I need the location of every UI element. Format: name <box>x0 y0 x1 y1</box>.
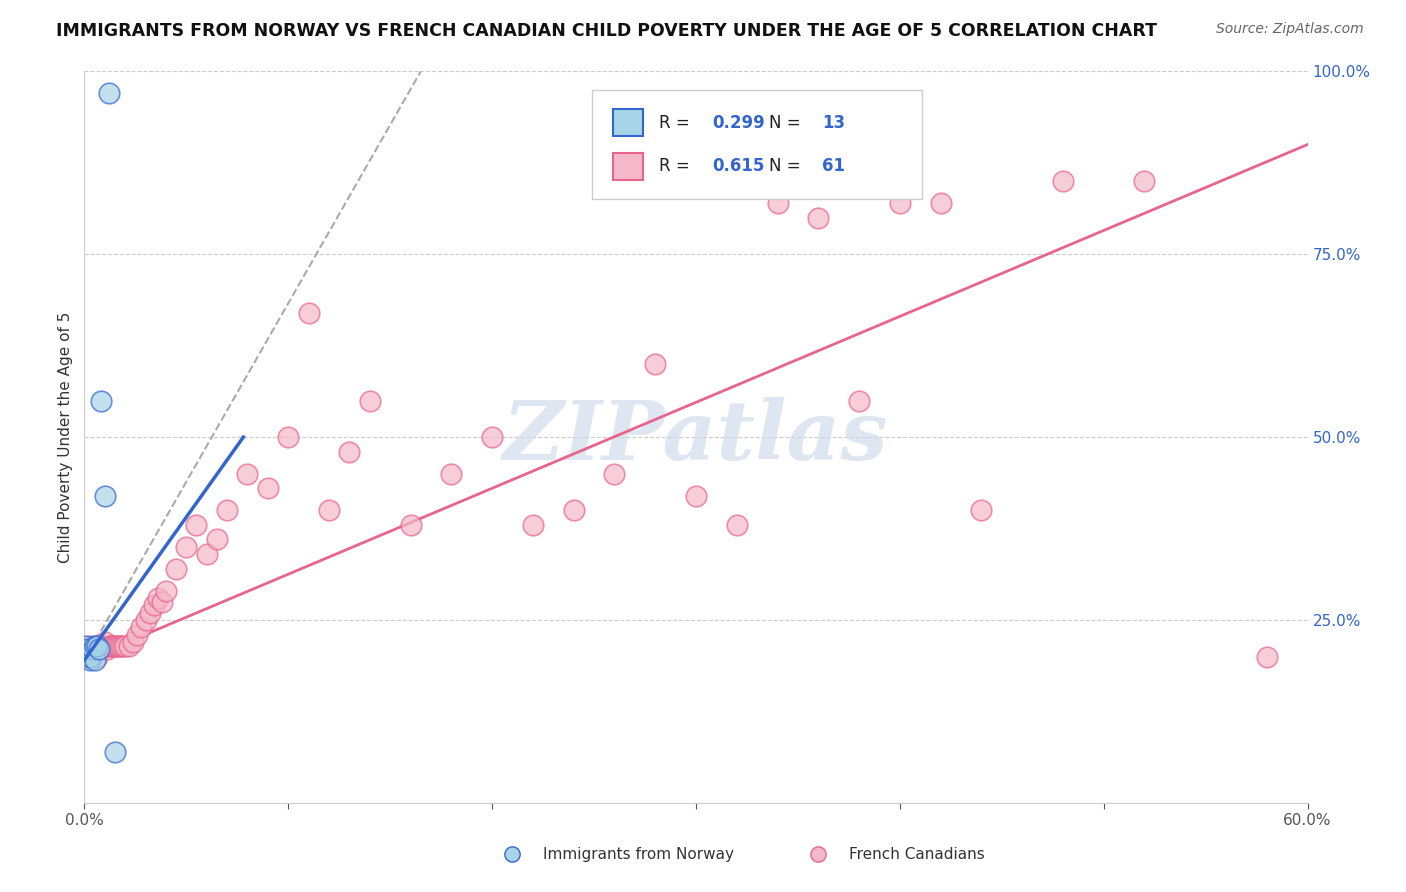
Point <box>146 591 169 605</box>
Point <box>155 583 177 598</box>
Point <box>87 642 110 657</box>
Point <box>399 517 422 532</box>
Point <box>174 540 197 554</box>
Point <box>766 196 789 211</box>
Text: Source: ZipAtlas.com: Source: ZipAtlas.com <box>1216 22 1364 37</box>
Point <box>929 196 952 211</box>
Point <box>100 639 122 653</box>
Point <box>112 639 135 653</box>
Point <box>685 489 707 503</box>
Text: French Canadians: French Canadians <box>849 847 984 862</box>
Point <box>889 196 911 211</box>
Point <box>195 547 218 561</box>
Point <box>165 562 187 576</box>
Point <box>83 639 105 653</box>
Point <box>118 639 141 653</box>
Point <box>105 639 128 653</box>
Point <box>807 211 830 225</box>
Point <box>603 467 626 481</box>
Point <box>75 639 97 653</box>
Point <box>339 444 361 458</box>
Point <box>83 653 105 667</box>
Point <box>138 606 160 620</box>
FancyBboxPatch shape <box>592 90 922 200</box>
Point <box>150 594 173 608</box>
Point <box>127 627 149 641</box>
Point <box>79 649 101 664</box>
Point <box>90 639 112 653</box>
Point <box>93 489 115 503</box>
Point <box>135 613 157 627</box>
Point <box>77 649 100 664</box>
Point <box>77 642 100 657</box>
Point <box>970 503 993 517</box>
Point <box>91 639 114 653</box>
Point <box>90 393 112 408</box>
Y-axis label: Child Poverty Under the Age of 5: Child Poverty Under the Age of 5 <box>58 311 73 563</box>
Point <box>848 393 870 408</box>
Point <box>522 517 544 532</box>
Point <box>86 639 108 653</box>
Point <box>186 517 208 532</box>
Text: IMMIGRANTS FROM NORWAY VS FRENCH CANADIAN CHILD POVERTY UNDER THE AGE OF 5 CORRE: IMMIGRANTS FROM NORWAY VS FRENCH CANADIA… <box>56 22 1157 40</box>
Point <box>83 639 105 653</box>
Point <box>359 393 381 408</box>
Point <box>1133 174 1156 188</box>
Point <box>481 430 503 444</box>
Point <box>142 599 165 613</box>
Point <box>114 639 136 653</box>
Point <box>104 639 127 653</box>
Point <box>1052 174 1074 188</box>
Text: N =: N = <box>769 113 806 131</box>
Point <box>79 639 101 653</box>
Point <box>75 642 97 657</box>
Point <box>97 87 120 101</box>
Text: 0.615: 0.615 <box>711 158 765 176</box>
Point <box>236 467 259 481</box>
Point <box>257 481 280 495</box>
Point <box>725 517 748 532</box>
Point <box>108 639 131 653</box>
Point <box>82 642 104 657</box>
Text: 61: 61 <box>823 158 845 176</box>
Point <box>87 639 110 653</box>
Point <box>131 620 153 634</box>
Point <box>97 639 120 653</box>
FancyBboxPatch shape <box>613 153 644 179</box>
Text: R =: R = <box>659 113 696 131</box>
Point <box>298 306 321 320</box>
FancyBboxPatch shape <box>613 110 644 136</box>
Text: ZIPatlas: ZIPatlas <box>503 397 889 477</box>
Point <box>217 503 239 517</box>
Point <box>562 503 585 517</box>
Text: N =: N = <box>769 158 806 176</box>
Point <box>96 642 118 657</box>
Point <box>110 639 132 653</box>
Text: R =: R = <box>659 158 696 176</box>
Point <box>82 642 104 657</box>
Point <box>101 639 124 653</box>
Point <box>93 635 115 649</box>
Point <box>86 649 108 664</box>
Point <box>205 533 228 547</box>
Point <box>440 467 463 481</box>
Point <box>79 653 101 667</box>
Point <box>122 635 145 649</box>
Point <box>277 430 299 444</box>
Point <box>1256 649 1278 664</box>
Text: Immigrants from Norway: Immigrants from Norway <box>543 847 734 862</box>
Text: 13: 13 <box>823 113 845 131</box>
Point <box>104 745 127 759</box>
Point <box>318 503 340 517</box>
Text: 0.299: 0.299 <box>711 113 765 131</box>
Point <box>644 357 666 371</box>
